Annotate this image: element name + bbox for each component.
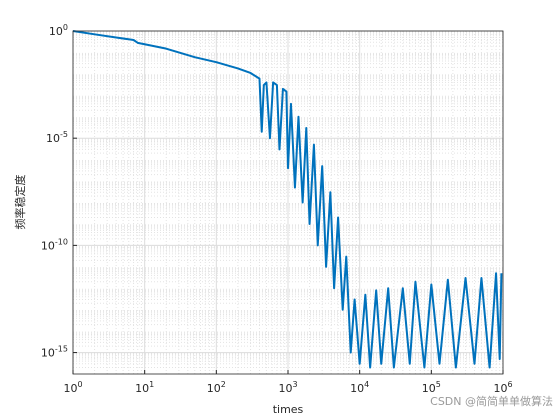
tick-base: 10 <box>350 382 364 395</box>
tick-label: 10-5 <box>46 130 68 145</box>
tick-base: 10 <box>135 382 149 395</box>
tick-label: 101 <box>135 380 154 395</box>
tick-base: 10 <box>46 132 60 145</box>
tick-base: 10 <box>422 382 436 395</box>
tick-exponent: 6 <box>507 380 512 389</box>
tick-exponent: 3 <box>292 380 297 389</box>
tick-label: 103 <box>278 380 297 395</box>
data-line <box>72 30 503 369</box>
tick-label: 106 <box>493 380 512 395</box>
tick-exponent: -15 <box>55 345 68 354</box>
tick-base: 10 <box>41 239 55 252</box>
tick-label: 100 <box>49 23 68 38</box>
axes-box <box>72 30 504 375</box>
tick-label: 10-10 <box>41 237 68 252</box>
tick-exponent: 0 <box>63 23 68 32</box>
tick-exponent: -5 <box>60 130 68 139</box>
tick-base: 10 <box>49 25 63 38</box>
tick-label: 102 <box>207 380 226 395</box>
tick-label: 105 <box>422 380 441 395</box>
tick-base: 10 <box>278 382 292 395</box>
tick-label: 100 <box>63 380 82 395</box>
tick-base: 10 <box>493 382 507 395</box>
tick-label: 10-15 <box>41 345 68 360</box>
tick-exponent: 0 <box>77 380 82 389</box>
tick-exponent: 1 <box>149 380 154 389</box>
tick-base: 10 <box>41 347 55 360</box>
watermark: CSDN @简简单单做算法 <box>430 394 553 408</box>
x-axis-label: times <box>273 403 304 416</box>
y-axis-label: 频率稳定度 <box>13 175 27 230</box>
tick-base: 10 <box>63 382 77 395</box>
tick-exponent: 2 <box>221 380 226 389</box>
tick-exponent: 5 <box>436 380 441 389</box>
tick-base: 10 <box>207 382 221 395</box>
tick-exponent: 4 <box>364 380 369 389</box>
tick-label: 104 <box>350 380 369 395</box>
tick-exponent: -10 <box>55 237 68 246</box>
